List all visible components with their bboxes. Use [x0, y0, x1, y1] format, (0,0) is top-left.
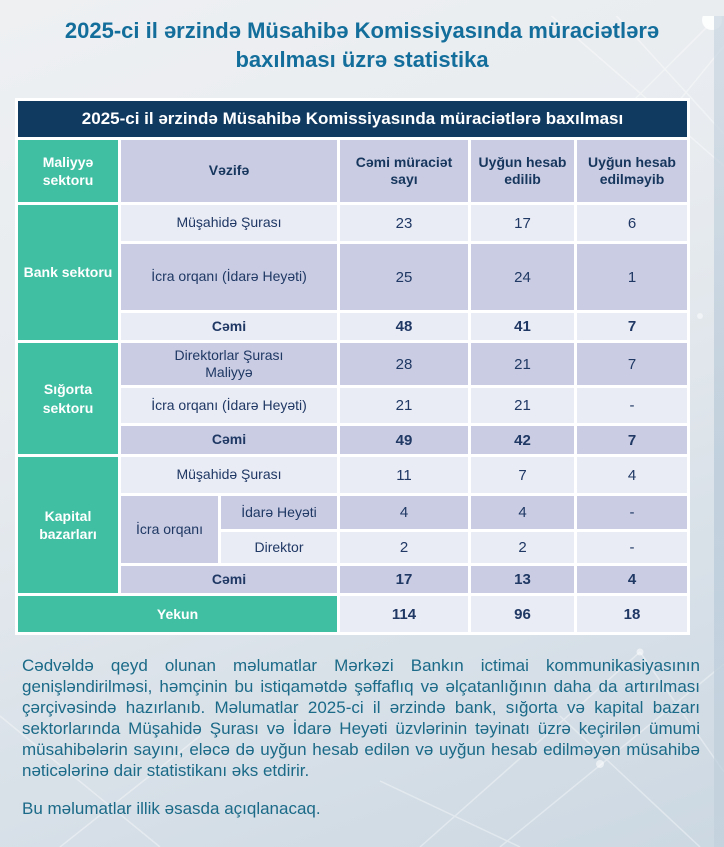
row-kapital-cami: Cəmi 17 13 4: [18, 566, 687, 594]
cell-approved: 21: [471, 388, 574, 424]
section-label-bank: Bank sektoru: [18, 205, 118, 341]
row-sigorta-cami: Cəmi 49 42 7: [18, 426, 687, 455]
page-title: 2025-ci il ərzində Müsahibə Komissiyasın…: [64, 18, 660, 73]
cell-rejected: 6: [577, 205, 687, 242]
row-yekun: Yekun 114 96 18: [18, 596, 687, 633]
cell-total: 48: [340, 313, 468, 341]
row-bank-cami: Cəmi 48 41 7: [18, 313, 687, 341]
statistics-table: 2025-ci il ərzində Müsahibə Komissiyasın…: [15, 98, 690, 636]
footer-note: Bu məlumatlar illik əsasda açıqlanacaq.: [22, 798, 321, 818]
row-bank-icra: İcra orqanı (İdarə Heyəti) 25 24 1: [18, 244, 687, 311]
cell-cami-label: Cəmi: [121, 313, 337, 341]
cell-cami-label: Cəmi: [121, 426, 337, 455]
cell-rejected: 1: [577, 244, 687, 311]
col-header-position: Vəzifə: [121, 140, 337, 203]
row-kapital-direktor: Direktor 2 2 -: [18, 532, 687, 564]
row-sigorta-direktorlar: Sığorta sektoru Direktorlar Şurası Maliyy…: [18, 343, 687, 455]
cell-position: Müşahidə Şurası: [121, 205, 337, 242]
cell-approved: 4: [471, 496, 574, 530]
cell-rejected: 4: [577, 566, 687, 594]
cell-position: İcra orqanı (İdarə Heyəti): [121, 244, 337, 311]
cell-approved: 42: [471, 426, 574, 455]
section-label-kapital: Kapital bazarları: [18, 457, 118, 594]
cell-position: Direktorlar Şurası Maliyyə: [121, 343, 337, 386]
col-header-rejected: Uyğun hesab edilməyib: [577, 140, 687, 203]
table-title-row: 2025-ci il ərzində Müsahibə Komissiyasın…: [18, 101, 687, 138]
row-sigorta-icra: İcra orqanı (İdarə Heyəti) 21 21 -: [18, 388, 687, 424]
cell-total: 28: [340, 343, 468, 386]
cell-position: İcra orqanı (İdarə Heyəti): [121, 388, 337, 424]
cell-total: 4: [340, 496, 468, 530]
cell-total: 114: [340, 596, 468, 633]
cell-total: 25: [340, 244, 468, 311]
cell-rejected: 7: [577, 426, 687, 455]
cell-rejected: -: [577, 532, 687, 564]
cell-approved: 13: [471, 566, 574, 594]
cell-total: 2: [340, 532, 468, 564]
yekun-label: Yekun: [18, 596, 337, 633]
footer-paragraph: Cədvəldə qeyd olunan məlumatlar Mərkəzi …: [22, 656, 700, 781]
row-bank-musahide: Bank sektoru Müşahidə Şurası 23 17 6: [18, 205, 687, 341]
cell-approved: 17: [471, 205, 574, 242]
row-kapital-idare-heyeti: İcra orqanı İdarə Heyəti 4 4 -: [18, 496, 687, 564]
cell-total: 17: [340, 566, 468, 594]
cell-cami-label: Cəmi: [121, 566, 337, 594]
cell-total: 23: [340, 205, 468, 242]
cell-position: Direktor: [221, 532, 337, 564]
cell-approved: 7: [471, 457, 574, 494]
cell-total: 21: [340, 388, 468, 424]
column-header-row: Maliyyə sektoru Vəzifə Cəmi müraciət say…: [18, 140, 687, 203]
cell-rejected: 18: [577, 596, 687, 633]
cell-rejected: -: [577, 388, 687, 424]
cell-approved: 41: [471, 313, 574, 341]
cell-approved: 2: [471, 532, 574, 564]
cell-approved: 96: [471, 596, 574, 633]
cell-rejected: 7: [577, 313, 687, 341]
cell-position: Müşahidə Şurası: [121, 457, 337, 494]
cell-icra-organi: İcra orqanı: [121, 496, 218, 564]
cell-approved: 24: [471, 244, 574, 311]
col-header-total: Cəmi müraciət sayı: [340, 140, 468, 203]
cell-approved: 21: [471, 343, 574, 386]
position-line2: Maliyyə: [205, 364, 253, 381]
table-title: 2025-ci il ərzində Müsahibə Komissiyasın…: [18, 101, 687, 138]
col-header-approved: Uyğun hesab edilib: [471, 140, 574, 203]
row-kapital-musahide: Kapital bazarları Müşahidə Şurası 11 7 4: [18, 457, 687, 594]
section-label-sigorta: Sığorta sektoru: [18, 343, 118, 455]
cell-rejected: -: [577, 496, 687, 530]
position-line1: Direktorlar Şurası: [174, 346, 284, 363]
cell-total: 49: [340, 426, 468, 455]
cell-position: İdarə Heyəti: [221, 496, 337, 530]
cell-total: 11: [340, 457, 468, 494]
cell-rejected: 4: [577, 457, 687, 494]
cell-rejected: 7: [577, 343, 687, 386]
col-header-sector: Maliyyə sektoru: [18, 140, 118, 203]
